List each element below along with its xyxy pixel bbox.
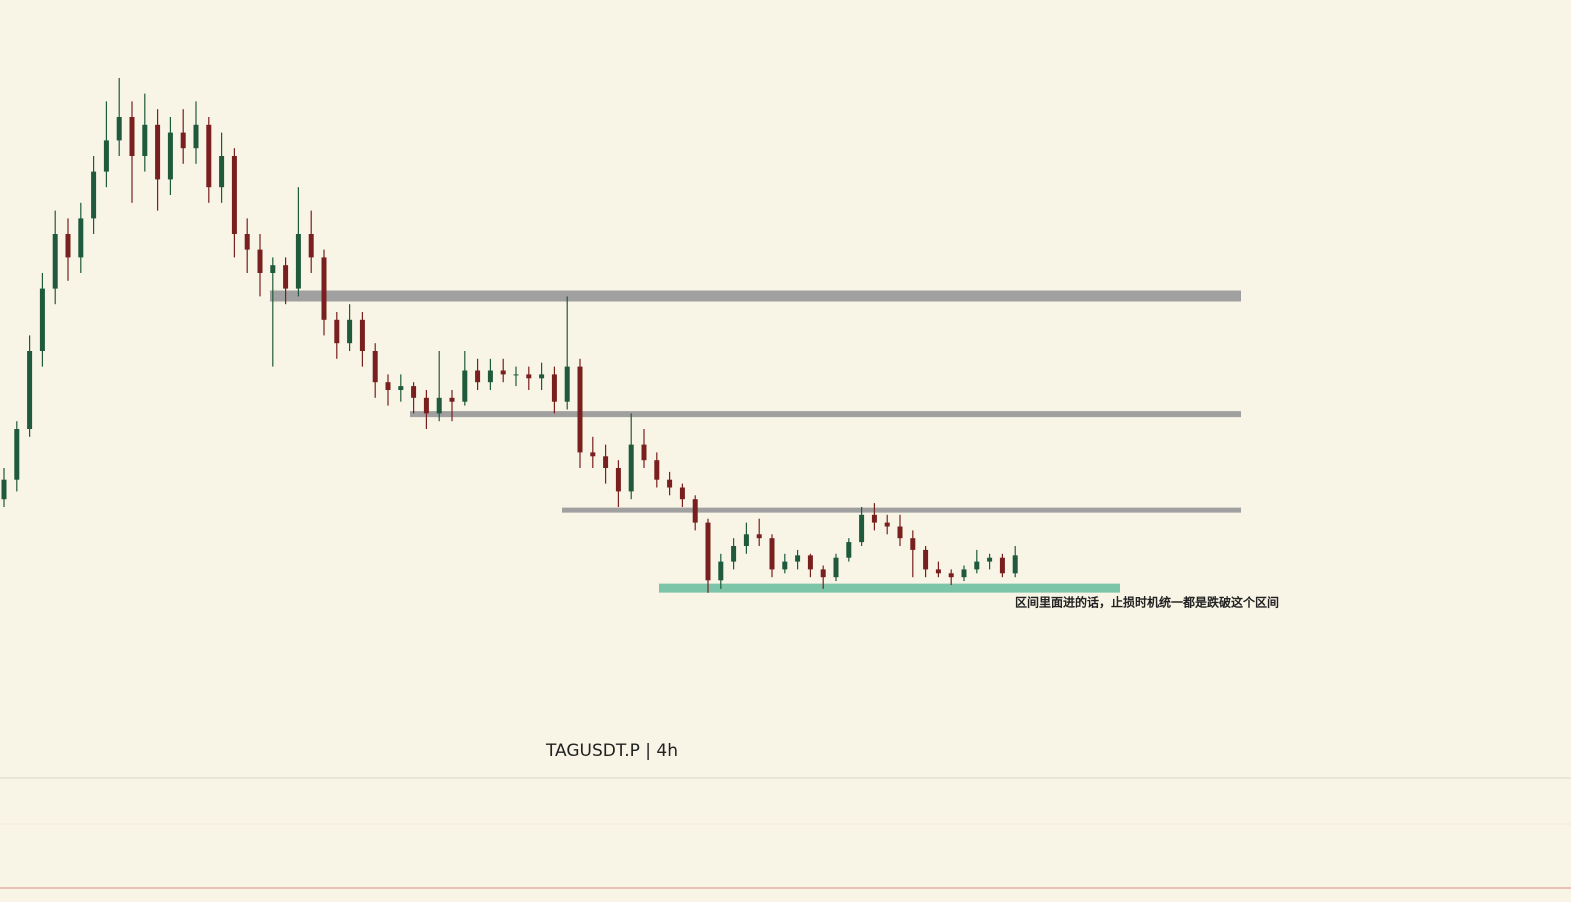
candle-body: [295, 234, 301, 289]
candle-body: [308, 234, 314, 258]
candle-body: [180, 132, 186, 149]
candle-body: [935, 569, 941, 574]
candle-body: [923, 549, 929, 570]
candle-body: [948, 573, 954, 578]
candle-body: [603, 456, 609, 468]
candle-body: [14, 429, 20, 480]
candle-body: [167, 132, 173, 180]
candle-body: [667, 479, 673, 488]
candle-body: [359, 319, 365, 351]
candle-body: [462, 370, 468, 402]
annotation: 区间里面进的话，止损时机统一都是跌破这个区间: [1015, 595, 1279, 610]
candle-body: [526, 374, 532, 379]
candle-body: [78, 218, 84, 258]
candle-body: [999, 557, 1005, 574]
candle-body: [219, 156, 225, 188]
candle-body: [398, 386, 404, 390]
candle-body: [423, 397, 429, 414]
candle-body: [654, 460, 660, 480]
candle-body: [961, 569, 967, 578]
candle-body: [1, 479, 7, 500]
candle-body: [142, 124, 148, 156]
candle-body: [385, 382, 391, 390]
candle-body: [103, 140, 109, 172]
candle-body: [231, 156, 237, 234]
candle-body: [577, 366, 583, 453]
candle-body: [321, 257, 327, 320]
candle-body: [206, 124, 212, 188]
candle-body: [807, 555, 813, 570]
candle-body: [628, 444, 634, 492]
candle-body: [539, 374, 545, 379]
candle-body: [372, 351, 378, 383]
candle-body: [833, 557, 839, 578]
chart-title: TAGUSDT.P | 4h: [545, 741, 678, 761]
candle-body: [129, 117, 135, 156]
candle-body: [756, 534, 762, 539]
candle-body: [615, 468, 621, 492]
candle-body: [897, 526, 903, 539]
candle-body: [692, 499, 698, 523]
candle-body: [283, 265, 289, 289]
candle-body: [679, 487, 685, 500]
candle-body: [449, 397, 455, 402]
candle-body: [475, 370, 481, 383]
candle-body: [334, 319, 340, 344]
candle-body: [820, 569, 826, 578]
candle-body: [436, 397, 442, 414]
candle-body: [564, 366, 570, 402]
candle-body: [116, 117, 122, 141]
candle-body: [846, 542, 852, 558]
candle-body: [987, 557, 993, 562]
candle-body: [718, 561, 724, 581]
candle-body: [795, 555, 801, 562]
candle-body: [705, 522, 711, 581]
candle-body: [1012, 555, 1018, 574]
candle-body: [39, 288, 45, 351]
candle-body: [743, 534, 749, 546]
candle-body: [513, 374, 519, 376]
candle-body: [551, 374, 557, 402]
candle-body: [257, 249, 263, 273]
candle-body: [244, 234, 250, 250]
candle-body: [910, 538, 916, 550]
candle-body: [155, 124, 161, 180]
candle-body: [500, 370, 506, 375]
candle-body: [884, 522, 890, 527]
candle-body: [91, 171, 97, 219]
candle-body: [347, 319, 353, 344]
candle-body: [731, 546, 737, 562]
candle-body: [590, 452, 596, 457]
candle-body: [859, 514, 865, 543]
candle-body: [641, 444, 647, 461]
candle-body: [871, 514, 877, 523]
candle-body: [782, 561, 788, 570]
candle-body: [65, 234, 71, 258]
candle-body: [27, 351, 33, 429]
candle-body: [487, 370, 493, 383]
candle-body: [411, 386, 417, 398]
candle-body: [193, 124, 199, 149]
candle-body: [974, 561, 980, 570]
candle-body: [52, 234, 58, 289]
candle-body: [769, 538, 775, 570]
candle-body: [270, 265, 276, 273]
